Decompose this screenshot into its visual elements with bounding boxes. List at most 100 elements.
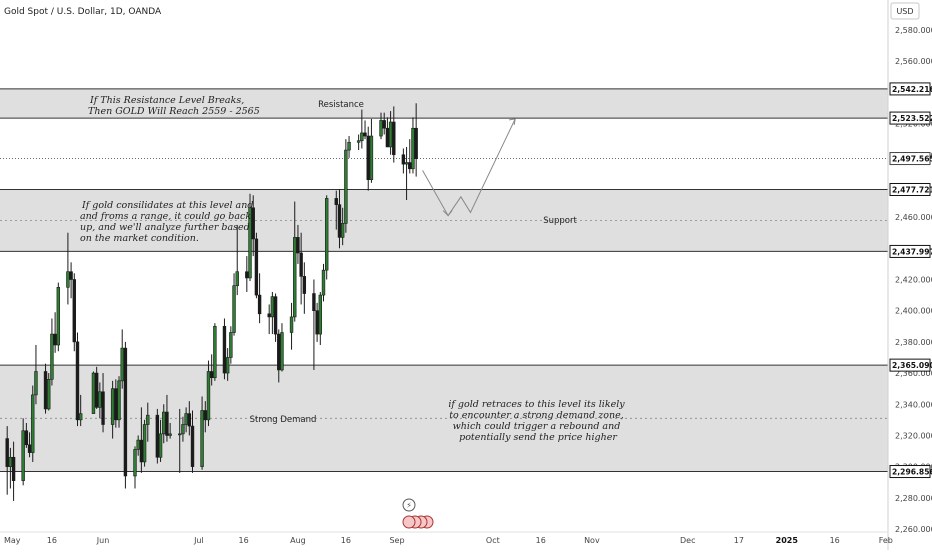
x-tick-label: Oct [486, 536, 500, 545]
candle [404, 146, 409, 200]
support-note-line: and froms a range, it could go back [80, 211, 251, 222]
candle [344, 139, 348, 233]
candle [50, 318, 54, 386]
candle [251, 195, 255, 257]
candle-body-up [66, 271, 70, 288]
price-level-text: 2,523.522 [892, 114, 932, 123]
candle [273, 293, 278, 342]
x-tick-label: 2025 [776, 536, 799, 545]
candle-body-down [187, 413, 192, 427]
candle [280, 323, 284, 372]
candle-body-up [31, 394, 35, 453]
candle [337, 189, 342, 249]
candle [94, 366, 99, 409]
y-tick-label: 2,360.000 [895, 369, 932, 378]
candle [162, 404, 166, 444]
candle [142, 419, 147, 467]
candle-body-up [133, 449, 137, 477]
candle-body-up [184, 413, 188, 425]
candle [91, 371, 96, 414]
price-level-text: 2,365.090 [892, 361, 932, 370]
price-level-tag: 2,523.522 [889, 111, 932, 125]
candle-body-down [155, 414, 160, 458]
candle [366, 126, 370, 191]
candle [369, 118, 374, 183]
candle-body-down [401, 154, 406, 165]
price-level-box [889, 465, 931, 479]
candle-body-up [21, 430, 25, 481]
candle-body-up [404, 162, 409, 165]
candle-body-down [277, 333, 281, 371]
candle [165, 394, 169, 442]
lightning-event-icon[interactable] [402, 498, 416, 512]
candle-body-up [235, 271, 239, 287]
y-tick-label: 2,380.000 [895, 338, 932, 347]
candle-body-up [229, 332, 233, 358]
candle [267, 304, 271, 335]
resistance-note-line: If This Resistance Level Breaks, [89, 95, 244, 106]
support-note-line: on the market condition. [80, 233, 199, 244]
candle-body-down [312, 293, 316, 311]
candle [31, 385, 35, 462]
candle-body-up [136, 439, 140, 450]
candle-body-up [293, 237, 297, 318]
candle-body-down [190, 425, 195, 467]
candle-body-up [47, 378, 51, 410]
price-level-labels: 2,542.216 2,523.522 2,497.565 2,477.721 2,43… [889, 82, 932, 479]
candle [385, 117, 390, 148]
candle-body-up [213, 325, 217, 379]
candle [213, 323, 217, 381]
economic-event-icon[interactable] [402, 515, 416, 529]
candle-body-up [356, 140, 361, 143]
candle-body-up [117, 380, 121, 421]
support-note-line: If gold consilidates at this level and [81, 200, 253, 211]
candle-body-down [11, 456, 16, 481]
resistance-label: Resistance [318, 100, 364, 110]
candle-body-down [296, 237, 300, 254]
candle [356, 134, 361, 151]
candle [120, 329, 124, 389]
candle-body-down [363, 132, 367, 137]
candle [203, 401, 207, 433]
candle [206, 360, 211, 427]
price-level-box [889, 358, 931, 372]
candle-body-up [34, 371, 38, 396]
demand-note-line: to encounter a strong demand zone, [449, 410, 624, 421]
candle [5, 426, 9, 495]
candle-body-down [165, 411, 169, 436]
candle-body-down [53, 333, 57, 346]
candle [21, 418, 25, 486]
candle [123, 341, 128, 489]
support-note-line: up, and we'll analyze further based [80, 222, 250, 233]
demand-note-line: potentially send the price higher [459, 432, 618, 443]
candle [340, 207, 345, 246]
currency-badge[interactable] [890, 2, 920, 20]
candle [254, 232, 259, 299]
candle-body-down [414, 127, 418, 159]
time-axis[interactable]: May 16 Jun Jul 16 Aug 16 Sep Oct 16 Nov Dec 17 2025 16… [0, 531, 893, 545]
candle-body-up [206, 371, 211, 421]
candle-body-up [360, 132, 364, 142]
candle [190, 410, 195, 473]
price-level-tag: 2,497.565 [889, 152, 932, 166]
candle [98, 382, 102, 419]
candle [235, 224, 239, 296]
candle-body-down [24, 430, 29, 446]
zone-borders [0, 88, 888, 473]
candle-body-down [139, 439, 144, 463]
resistance-note-line: Then GOLD Will Reach 2559 - 2565 [88, 106, 260, 117]
x-tick-label: Feb [879, 536, 893, 545]
candle-body-up [178, 433, 182, 436]
event-markers[interactable]: ⚡ [402, 498, 434, 529]
candle [27, 432, 32, 458]
candle [334, 190, 338, 230]
candle-body-down [267, 313, 271, 318]
candle [411, 117, 415, 174]
candle-body-up [270, 296, 275, 318]
x-tick-label: 16 [341, 536, 351, 545]
candle-body-down [385, 127, 390, 148]
candle [296, 224, 300, 264]
price-axis[interactable]: USD 2,580.0002,560.0002,520.0002,500.000… [887, 0, 932, 550]
candle-body-up [340, 223, 345, 238]
